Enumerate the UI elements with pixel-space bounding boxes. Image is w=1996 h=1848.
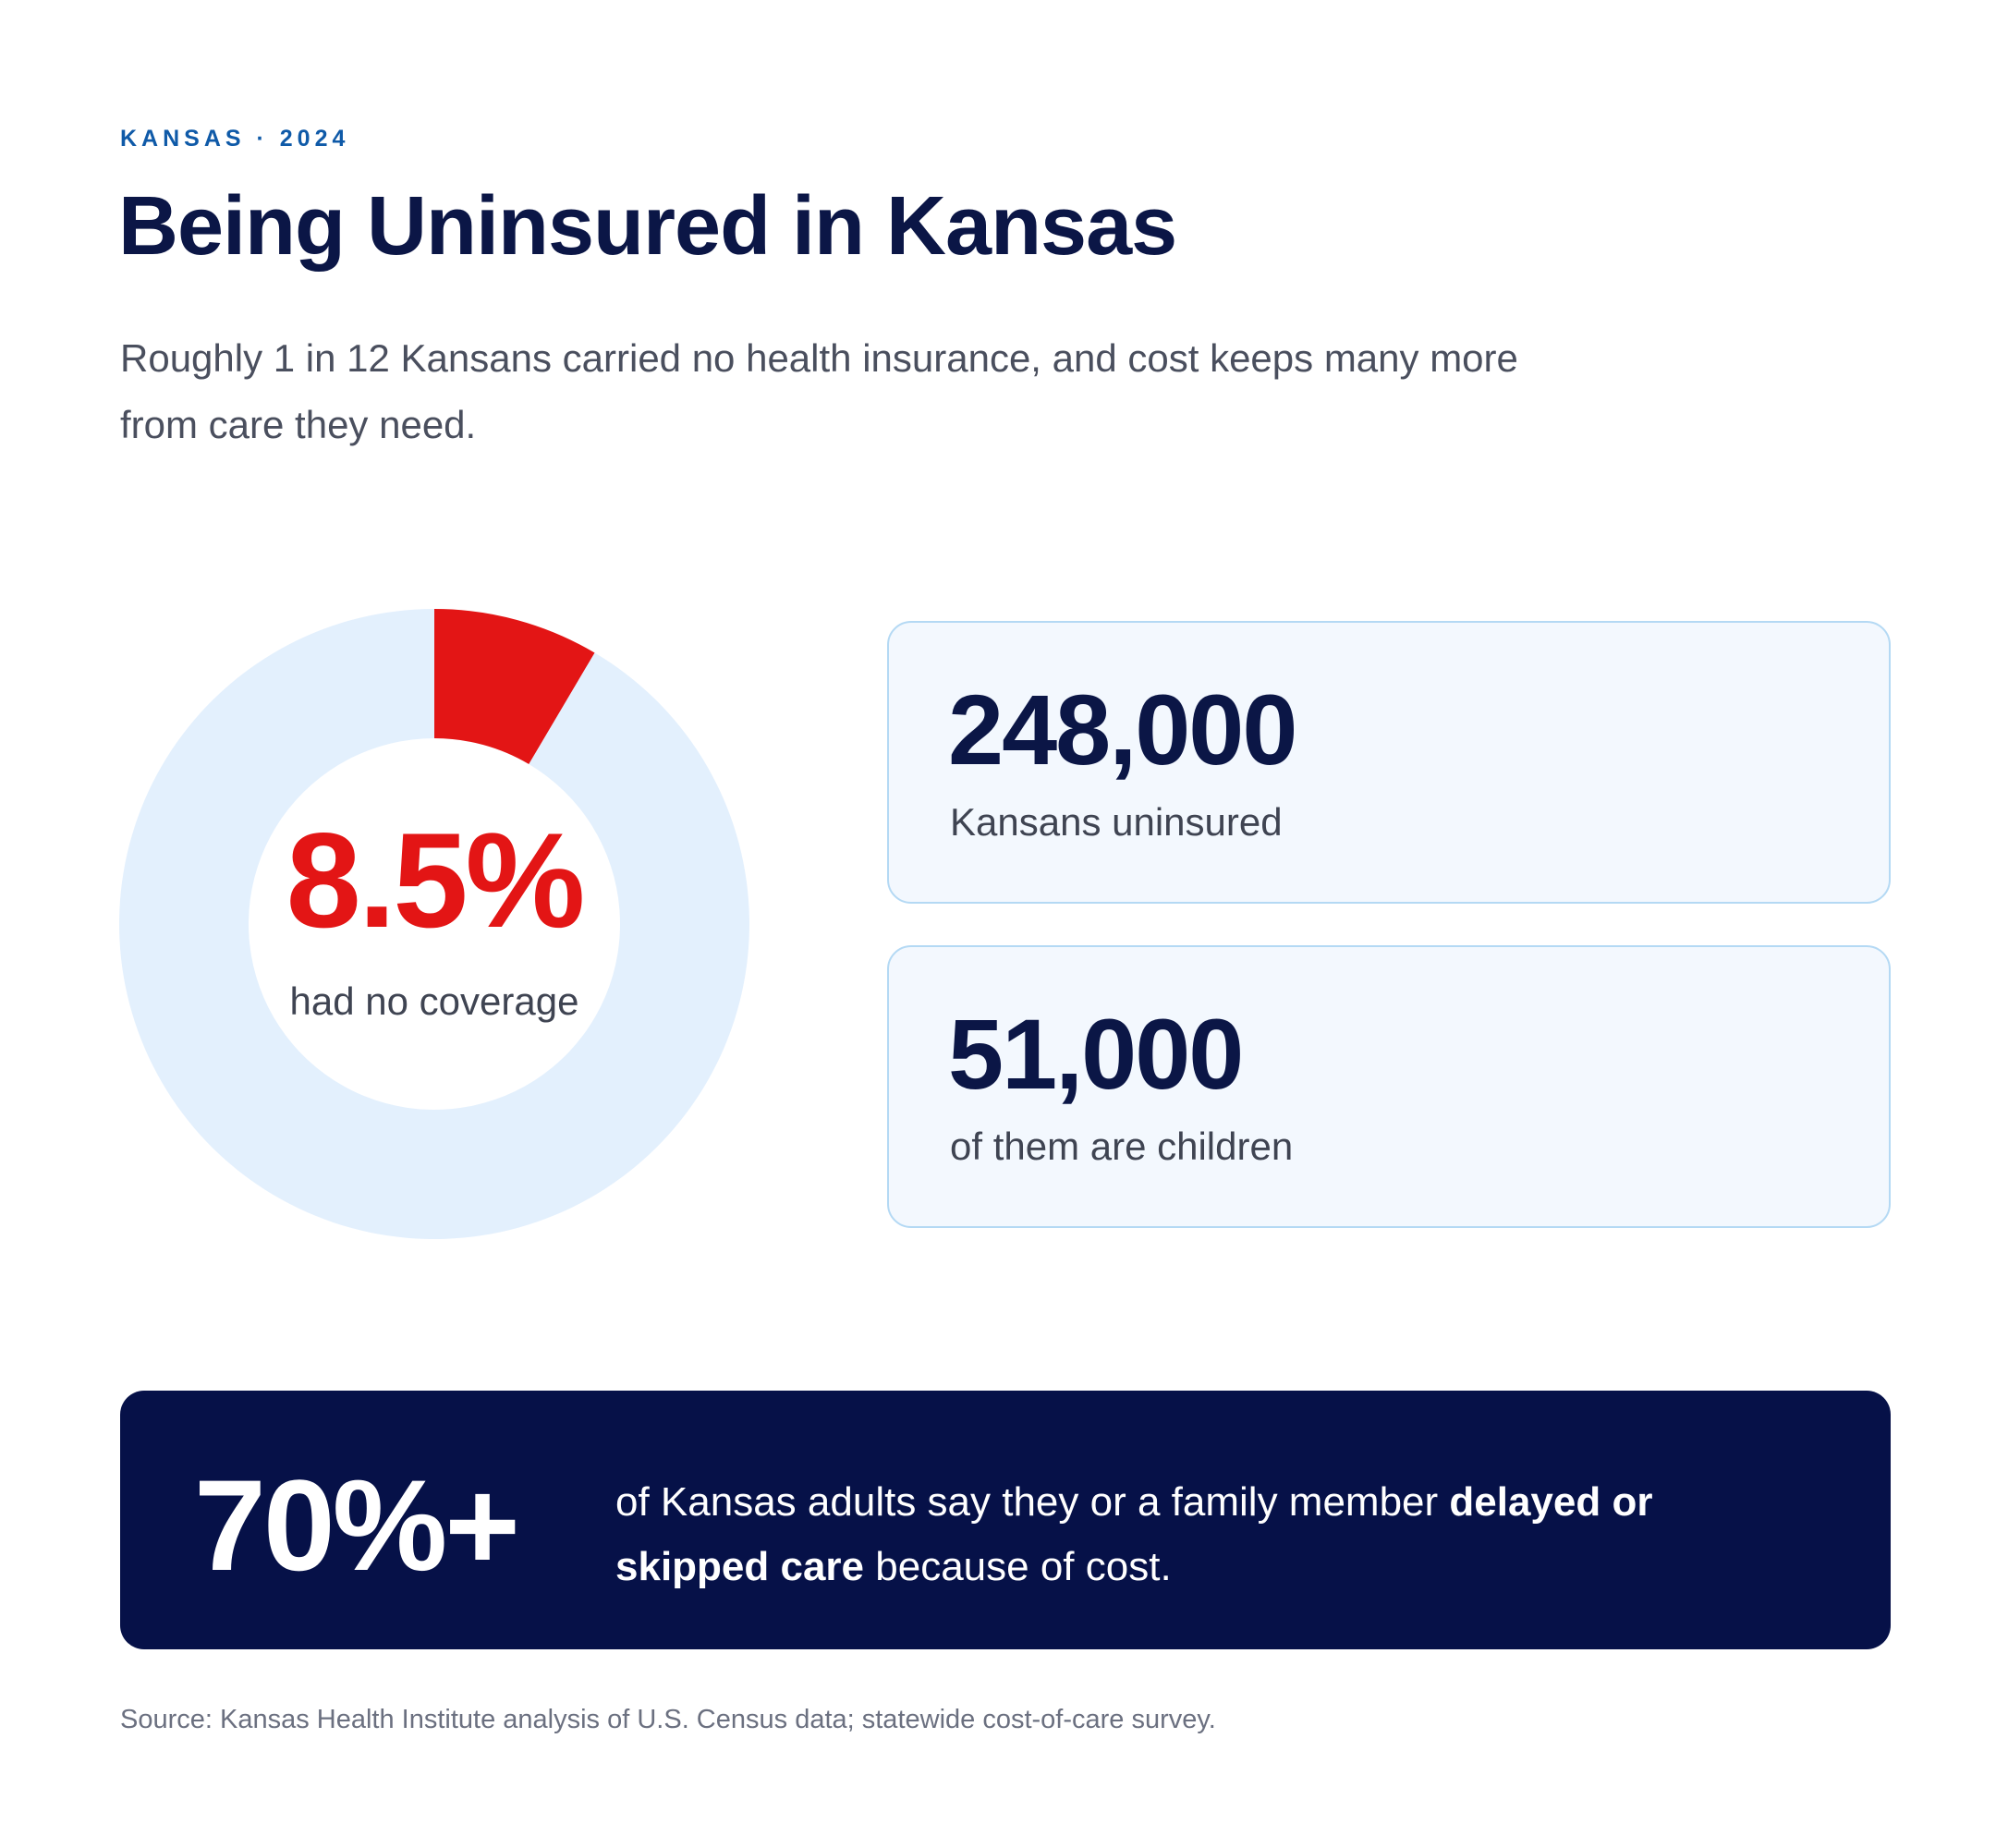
donut-slice-remainder	[118, 609, 750, 1240]
stat-value: 248,000	[948, 674, 1297, 785]
banner-text-after: because of cost.	[864, 1544, 1172, 1589]
donut-center-label: had no coverage	[289, 979, 579, 1023]
stat-card-children: 51,000 of them are children	[887, 945, 1891, 1228]
eyebrow-label: KANSAS · 2024	[120, 126, 350, 152]
banner-text: of Kansas adults say they or a family me…	[615, 1470, 1817, 1599]
donut-center-value: 8.5%	[286, 805, 586, 955]
source-note: Source: Kansas Health Institute analysis…	[120, 1705, 1216, 1734]
page-title: Being Uninsured in Kansas	[118, 180, 1177, 273]
cost-banner: 70%+ of Kansas adults say they or a fami…	[120, 1391, 1891, 1649]
page-subtitle: Roughly 1 in 12 Kansans carried no healt…	[120, 336, 1518, 446]
stat-label: Kansans uninsured	[950, 800, 1283, 844]
banner-text-before: of Kansas adults say they or a family me…	[615, 1479, 1450, 1525]
banner-value: 70%+	[194, 1453, 520, 1598]
banner-text-bold: delayed or skipped care	[615, 1479, 1653, 1589]
stat-value: 51,000	[948, 998, 1244, 1110]
stat-card-uninsured: 248,000 Kansans uninsured	[887, 621, 1891, 904]
donut-slice-uninsured	[434, 609, 595, 764]
stat-label: of them are children	[950, 1125, 1294, 1168]
